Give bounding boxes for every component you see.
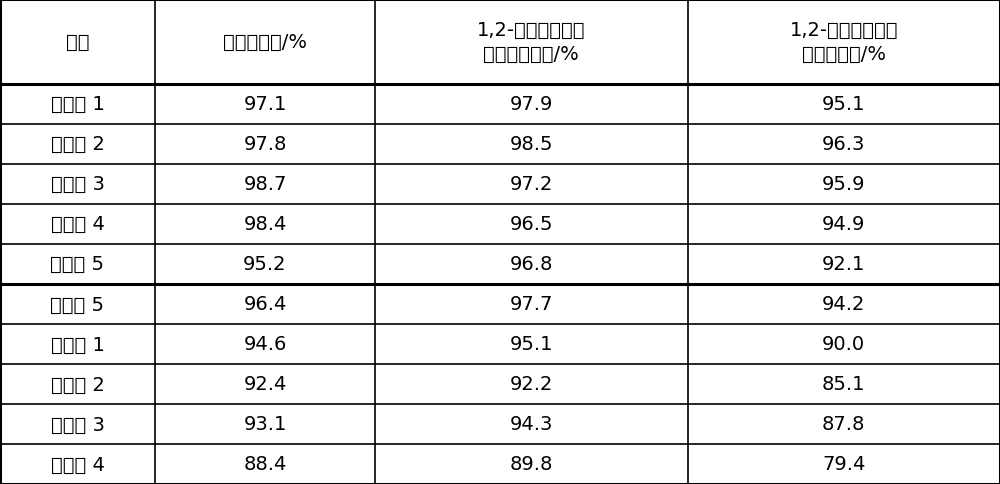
Text: 97.2: 97.2 bbox=[510, 175, 553, 194]
Text: 实施例 3: 实施例 3 bbox=[51, 175, 104, 194]
Text: 实施例 5: 实施例 5 bbox=[50, 255, 104, 274]
Text: 96.4: 96.4 bbox=[243, 295, 287, 314]
Text: 92.2: 92.2 bbox=[510, 375, 553, 393]
Text: 94.6: 94.6 bbox=[243, 335, 287, 354]
Text: 实施例 2: 实施例 2 bbox=[51, 135, 104, 154]
Text: 89.8: 89.8 bbox=[510, 454, 553, 473]
Text: 93.1: 93.1 bbox=[243, 415, 287, 434]
Text: 95.9: 95.9 bbox=[822, 175, 866, 194]
Text: 实施例 1: 实施例 1 bbox=[51, 95, 104, 114]
Text: 实施例 5: 实施例 5 bbox=[50, 295, 104, 314]
Text: 92.4: 92.4 bbox=[243, 375, 287, 393]
Text: 97.9: 97.9 bbox=[510, 95, 553, 114]
Text: 94.9: 94.9 bbox=[822, 215, 865, 234]
Text: 97.7: 97.7 bbox=[510, 295, 553, 314]
Text: 对比例 4: 对比例 4 bbox=[51, 454, 104, 473]
Text: 79.4: 79.4 bbox=[822, 454, 865, 473]
Text: 1,2-环己烷二甲酸
二甲酵收率/%: 1,2-环己烷二甲酸 二甲酵收率/% bbox=[790, 21, 898, 64]
Text: 96.3: 96.3 bbox=[822, 135, 865, 154]
Text: 95.2: 95.2 bbox=[243, 255, 287, 274]
Text: 87.8: 87.8 bbox=[822, 415, 865, 434]
Text: 95.1: 95.1 bbox=[822, 95, 866, 114]
Text: 对比例 1: 对比例 1 bbox=[51, 335, 104, 354]
Text: 原料转化率/%: 原料转化率/% bbox=[223, 33, 307, 52]
Text: 1,2-环己烷二甲酸
二甲酵选择性/%: 1,2-环己烷二甲酸 二甲酵选择性/% bbox=[477, 21, 586, 64]
Text: 92.1: 92.1 bbox=[822, 255, 865, 274]
Text: 对比例 2: 对比例 2 bbox=[51, 375, 104, 393]
Text: 94.2: 94.2 bbox=[822, 295, 865, 314]
Text: 序号: 序号 bbox=[66, 33, 89, 52]
Text: 94.3: 94.3 bbox=[510, 415, 553, 434]
Text: 97.1: 97.1 bbox=[243, 95, 287, 114]
Text: 97.8: 97.8 bbox=[243, 135, 287, 154]
Text: 96.8: 96.8 bbox=[510, 255, 553, 274]
Text: 实施例 4: 实施例 4 bbox=[51, 215, 104, 234]
Text: 85.1: 85.1 bbox=[822, 375, 866, 393]
Text: 98.7: 98.7 bbox=[243, 175, 287, 194]
Text: 98.5: 98.5 bbox=[510, 135, 553, 154]
Text: 98.4: 98.4 bbox=[243, 215, 287, 234]
Text: 96.5: 96.5 bbox=[510, 215, 553, 234]
Text: 95.1: 95.1 bbox=[510, 335, 553, 354]
Text: 88.4: 88.4 bbox=[243, 454, 287, 473]
Text: 90.0: 90.0 bbox=[822, 335, 865, 354]
Text: 对比例 3: 对比例 3 bbox=[51, 415, 104, 434]
